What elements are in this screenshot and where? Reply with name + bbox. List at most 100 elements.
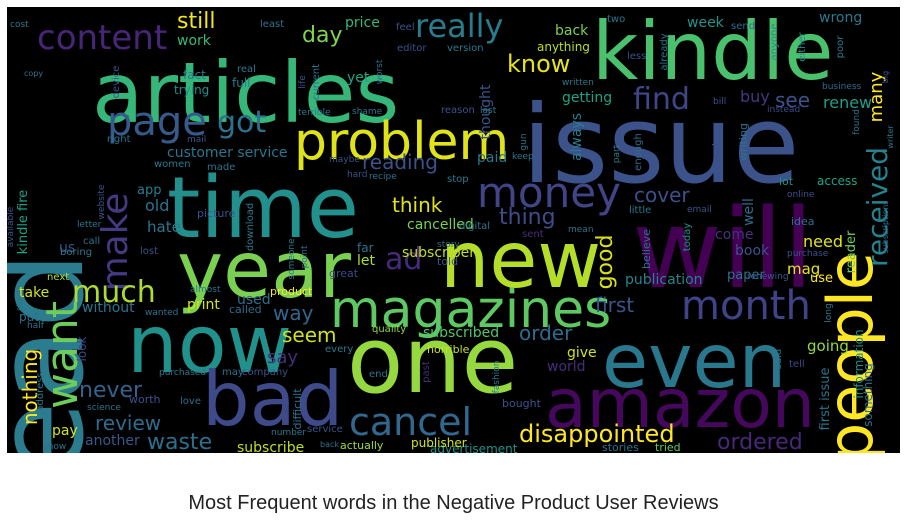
word-make: make	[95, 193, 136, 292]
word-purchased: purchased	[159, 368, 206, 378]
word-life: life	[298, 75, 308, 89]
word-used: used	[237, 292, 271, 308]
word-picture: picture	[197, 207, 236, 220]
word-story: story	[437, 240, 460, 250]
word-know: know	[507, 50, 570, 78]
word-now: now	[127, 298, 292, 391]
word-subscribed: subscribed	[423, 325, 499, 341]
word-far: far	[357, 241, 374, 255]
word-back: back	[320, 440, 339, 449]
word-well: well	[741, 198, 757, 226]
word-call: call	[83, 236, 100, 247]
word-subscriptions: subscriptions	[881, 201, 890, 254]
word-disappointed: disappointed	[519, 420, 675, 448]
word-writer: writer	[886, 125, 895, 149]
word-money: money	[477, 168, 621, 217]
word-subscriber: subscriber	[402, 245, 475, 261]
word-anything: anything	[537, 40, 590, 54]
word-number: number	[271, 428, 306, 438]
word-seem: seem	[282, 323, 337, 347]
word-enough: enough	[633, 133, 644, 171]
word-subscribe: subscribe	[237, 440, 304, 453]
word-magazines: magazines	[330, 280, 611, 340]
word-ordered: ordered	[717, 430, 803, 453]
word-writing: writing	[737, 123, 750, 161]
word-made: made	[207, 162, 235, 173]
word-actually: actually	[340, 439, 384, 452]
word-boring: boring	[60, 247, 92, 258]
word-letter: letter	[77, 220, 102, 230]
word-show: show	[43, 442, 66, 452]
word-cover: cover	[634, 183, 690, 207]
word-last: last	[480, 106, 497, 116]
word-order: order	[519, 321, 573, 345]
word-renewing: renewing	[747, 272, 789, 282]
word-part: part	[612, 144, 622, 163]
word-page: page	[107, 99, 207, 145]
word-let: let	[357, 253, 376, 269]
word-say: say	[267, 347, 298, 368]
word-least: least	[260, 19, 284, 30]
word-kindle-fire: kindle fire	[16, 190, 31, 255]
word-half: half	[27, 321, 45, 331]
word-poor: poor	[835, 35, 846, 59]
word-send: send	[731, 21, 755, 32]
word-every: every	[325, 344, 353, 355]
word-need: need	[803, 232, 843, 251]
word-sent: sent	[522, 229, 544, 240]
word-reason: reason	[441, 105, 475, 116]
word-customer-service: customer service	[167, 145, 288, 161]
word-people: people	[814, 252, 887, 453]
word-always: always	[569, 113, 585, 161]
word-business: business	[822, 82, 862, 92]
word-nothing: nothing	[18, 349, 42, 425]
word-someone: someone	[287, 238, 297, 280]
word-bought: bought	[502, 397, 542, 410]
word-big: big	[881, 71, 890, 83]
word-stop: stop	[447, 174, 469, 185]
word-month: month	[681, 283, 811, 329]
word-hate: hate	[147, 218, 181, 236]
word-going: going	[807, 337, 849, 355]
word-tried: tried	[655, 441, 681, 453]
word-full: full	[232, 76, 251, 90]
word-first: first	[595, 293, 634, 317]
word-problem: problem	[294, 112, 509, 172]
word-waste: waste	[147, 430, 212, 453]
word-two: two	[607, 14, 625, 25]
word-purchase: purchase	[787, 249, 829, 259]
word-day: day	[302, 23, 342, 48]
word-reading: reading	[362, 150, 438, 174]
word-women: women	[154, 159, 191, 170]
word-kindle: kindle	[592, 7, 833, 98]
word-feel: feel	[396, 22, 415, 33]
word-found: found	[852, 109, 862, 135]
word-got: got	[217, 105, 266, 140]
word-horrible: horrible	[427, 343, 470, 356]
word-fashion: fashion	[492, 361, 502, 394]
word-star: star	[15, 295, 24, 311]
word-real: real	[237, 64, 256, 75]
word-received: received	[861, 147, 894, 267]
word-past: past	[421, 361, 432, 383]
word-stories: stories	[602, 441, 639, 453]
word-shame: shame	[352, 107, 383, 117]
word-recipe: recipe	[369, 172, 397, 182]
word-end: end	[369, 369, 388, 380]
word-price: price	[345, 15, 380, 31]
word-app: app	[137, 183, 161, 198]
word-told: told	[437, 255, 458, 268]
word-digital: digital	[459, 221, 490, 232]
word-advertisement: advertisement	[430, 442, 518, 453]
word-account: account	[711, 142, 722, 182]
word-articles: articles	[92, 44, 399, 142]
word-cost: cost	[10, 20, 29, 30]
word-much: much	[72, 275, 156, 310]
word-good: good	[593, 235, 618, 290]
word-fact: fact	[183, 68, 206, 82]
word-little: little	[629, 205, 651, 216]
word-use: use	[810, 271, 833, 286]
word-quality: quality	[372, 324, 406, 335]
word-first-issue: first issue	[818, 368, 833, 431]
word-next: next	[47, 272, 69, 283]
